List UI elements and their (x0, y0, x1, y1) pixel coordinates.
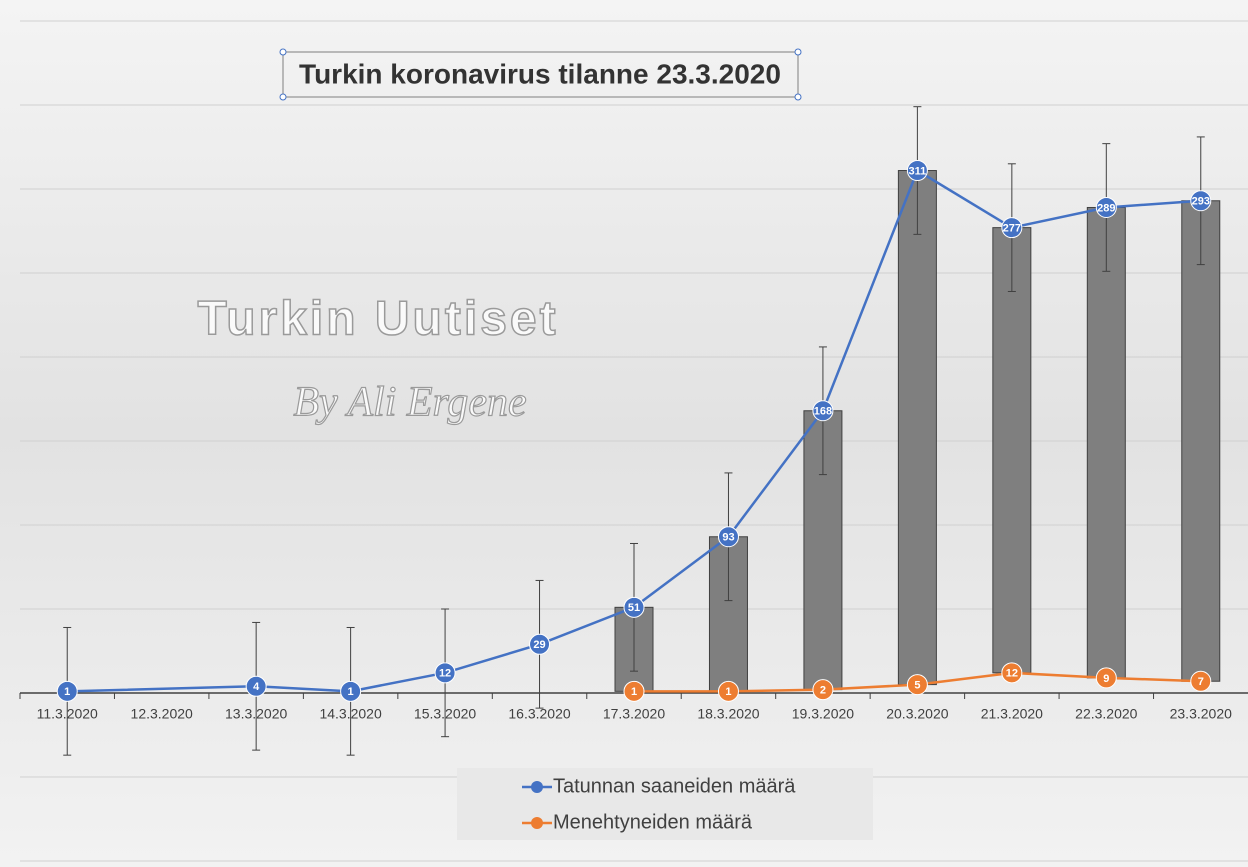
data-point (1095, 667, 1117, 689)
data-point (340, 680, 362, 702)
up-down-bar (992, 227, 1032, 674)
data-label: 4 (253, 681, 260, 693)
x-tick-label: 12.3.2020 (131, 706, 193, 722)
data-label: 93 (722, 532, 734, 544)
x-tick-label: 18.3.2020 (697, 706, 759, 722)
data-label: 1 (64, 686, 70, 698)
x-tick-label: 20.3.2020 (886, 706, 948, 722)
data-point (56, 680, 78, 702)
data-point (529, 633, 551, 655)
data-point (623, 596, 645, 618)
data-point (717, 680, 739, 702)
data-label: 7 (1198, 676, 1204, 688)
data-label: 12 (1006, 668, 1018, 680)
watermark: By Ali Ergene (293, 380, 526, 426)
data-point (906, 674, 928, 696)
legend-label: Menehtyneiden määrä (553, 811, 753, 833)
legend-label: Tatunnan saaneiden määrä (553, 775, 796, 797)
plot: 11.3.2020 12.3.2020 13.3.2020 14.3.2020 15.3… (19, 106, 1248, 756)
data-point (906, 160, 928, 182)
legend-marker (531, 781, 543, 793)
data-label: 1 (348, 686, 354, 698)
data-point (1190, 670, 1212, 692)
data-label: 277 (1003, 223, 1021, 235)
data-point (245, 675, 267, 697)
data-label: 12 (439, 668, 451, 680)
data-point (717, 526, 739, 548)
data-label: 311 (909, 165, 927, 177)
data-point (1095, 196, 1117, 218)
x-tick-label: 16.3.2020 (508, 706, 570, 722)
data-label: 289 (1097, 202, 1115, 214)
data-label: 29 (533, 639, 545, 651)
chart-title: Turkin koronavirus tilanne 23.3.2020 (299, 58, 781, 89)
legend-box (457, 768, 873, 840)
data-label: 168 (814, 406, 832, 418)
data-label: 1 (725, 686, 731, 698)
x-tick-label: 19.3.2020 (792, 706, 854, 722)
legend-marker (531, 817, 543, 829)
x-tick-label: 22.3.2020 (1075, 706, 1137, 722)
data-point (812, 400, 834, 422)
data-label: 9 (1103, 673, 1109, 685)
up-down-bar (1181, 200, 1221, 682)
title-box (282, 51, 799, 98)
x-tick-label: 23.3.2020 (1170, 706, 1232, 722)
data-point (1001, 217, 1023, 239)
data-label: 51 (628, 602, 640, 614)
selection-handles (279, 48, 802, 101)
up-down-bar (897, 170, 937, 686)
data-point (1190, 190, 1212, 212)
data-label: 1 (631, 686, 637, 698)
data-point (812, 679, 834, 701)
data-label: 5 (914, 680, 920, 692)
data-label: 2 (820, 685, 826, 697)
x-tick-label: 21.3.2020 (981, 706, 1043, 722)
data-point (434, 662, 456, 684)
watermark: Turkin Uutiset (197, 293, 558, 346)
x-tick-label: 17.3.2020 (603, 706, 665, 722)
data-point (623, 680, 645, 702)
data-label: 293 (1192, 196, 1210, 208)
series-line (67, 168, 1201, 693)
data-point (1001, 662, 1023, 684)
up-down-bar (1086, 206, 1126, 679)
